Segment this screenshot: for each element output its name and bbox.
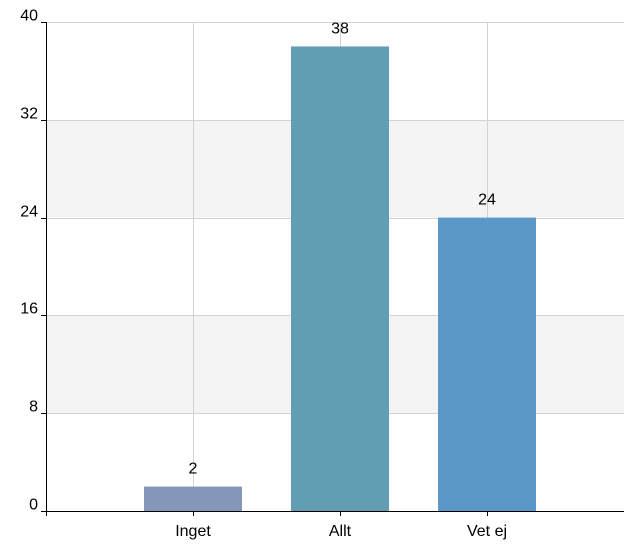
data-label: 38	[331, 20, 349, 37]
y-tick-label: 32	[20, 106, 38, 123]
bar	[291, 46, 389, 511]
category-label: Inget	[175, 523, 211, 540]
data-labels: 2 38 24	[189, 20, 496, 477]
y-tick-label: 8	[29, 399, 38, 416]
data-label: 24	[478, 192, 496, 209]
x-axis-labels: Inget Allt Vet ej	[175, 511, 507, 540]
bar	[438, 217, 536, 511]
axes	[41, 22, 624, 516]
y-tick-label: 24	[20, 204, 38, 221]
y-tick-label: 16	[20, 301, 38, 318]
y-tick-label: 0	[29, 497, 38, 514]
bars	[144, 46, 536, 511]
bar	[144, 486, 242, 511]
data-label: 2	[189, 461, 198, 478]
category-label: Vet ej	[467, 523, 507, 540]
y-tick-label: 40	[20, 8, 38, 25]
y-axis-ticks: 0 8 16 24 32 40	[20, 8, 46, 514]
category-label: Allt	[329, 523, 352, 540]
